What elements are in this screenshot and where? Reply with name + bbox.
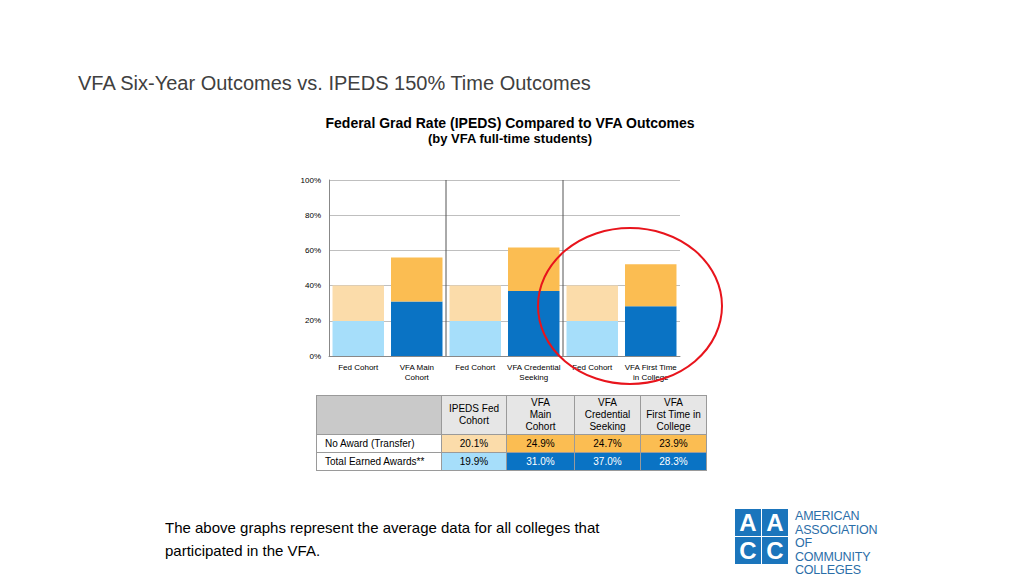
html-text:VFA Credential Seeking: VFA Credential Seeking bbox=[584, 397, 631, 432]
svg-text:Cohort: Cohort bbox=[405, 373, 430, 382]
html-text:AMERICAN ASSOCIATION OF COMMUN: AMERICAN ASSOCIATION OF COMMUNITY COLLEG… bbox=[795, 509, 878, 576]
svg-text:(by VFA full-time students): (by VFA full-time students) bbox=[428, 131, 592, 146]
svg-text:VFA Main: VFA Main bbox=[400, 363, 434, 372]
svg-text:VFA First Time: VFA First Time bbox=[625, 363, 678, 372]
svg-text:Fed Cohort: Fed Cohort bbox=[338, 363, 379, 372]
svg-text:C: C bbox=[739, 537, 756, 564]
svg-text:C: C bbox=[766, 537, 783, 564]
svg-text:Federal Grad Rate (IPEDS) Comp: Federal Grad Rate (IPEDS) Compared to VF… bbox=[325, 115, 694, 131]
svg-text:Fed Cohort: Fed Cohort bbox=[572, 363, 613, 372]
svg-text:20%: 20% bbox=[305, 316, 321, 325]
svg-text:80%: 80% bbox=[305, 211, 321, 220]
svg-text:60%: 60% bbox=[305, 246, 321, 255]
svg-text:A: A bbox=[766, 509, 783, 536]
svg-text:0%: 0% bbox=[309, 352, 321, 361]
html-text:24.9%: 24.9% bbox=[526, 437, 555, 449]
html-text:23.9%: 23.9% bbox=[659, 437, 688, 449]
html-text:28.3%: 28.3% bbox=[659, 455, 688, 467]
html-text:24.7%: 24.7% bbox=[593, 437, 622, 449]
html-text:31.0%: 31.0% bbox=[526, 455, 555, 467]
svg-text:100%: 100% bbox=[301, 176, 321, 185]
html-text:IPEDS Fed Cohort: IPEDS Fed Cohort bbox=[449, 403, 499, 426]
html-text:37.0%: 37.0% bbox=[593, 455, 622, 467]
html-text:The above graphs represent the: The above graphs represent the average d… bbox=[165, 519, 600, 559]
svg-text:VFA Credential: VFA Credential bbox=[507, 363, 561, 372]
html-text:VFA Main Cohort: VFA Main Cohort bbox=[525, 397, 556, 432]
html-text:19.9%: 19.9% bbox=[459, 455, 489, 467]
svg-text:Seeking: Seeking bbox=[519, 373, 548, 382]
html-text:No Award (Transfer): No Award (Transfer) bbox=[325, 437, 415, 449]
html-text:VFA First Time in College: VFA First Time in College bbox=[646, 397, 701, 432]
svg-text:A: A bbox=[739, 509, 756, 536]
html-text:20.1%: 20.1% bbox=[459, 437, 489, 449]
html-text:VFA Six-Year Outcomes vs. IPED: VFA Six-Year Outcomes vs. IPEDS 150% Tim… bbox=[78, 72, 591, 94]
svg-text:in College: in College bbox=[633, 373, 669, 382]
svg-text:40%: 40% bbox=[305, 281, 321, 290]
svg-text:Fed Cohort: Fed Cohort bbox=[455, 363, 496, 372]
html-text:Total Earned Awards**: Total Earned Awards** bbox=[325, 455, 425, 467]
